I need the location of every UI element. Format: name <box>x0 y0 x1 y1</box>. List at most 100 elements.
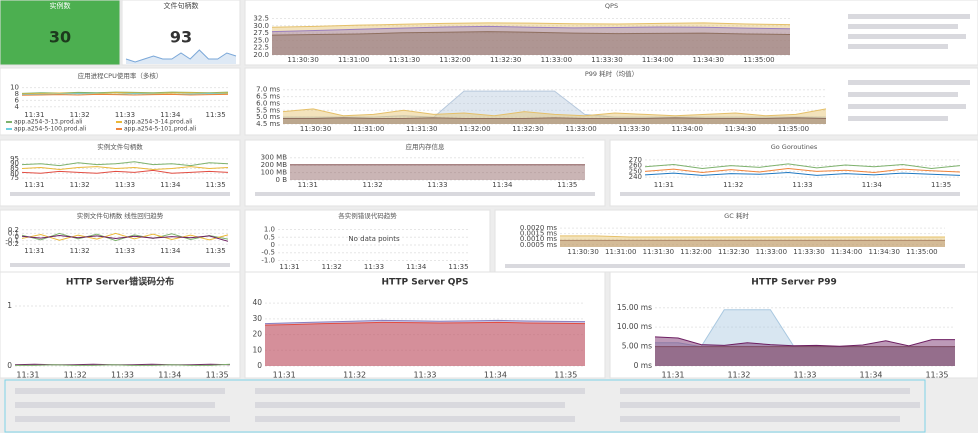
panel <box>0 271 241 379</box>
x-tick-label: 11:30:30 <box>287 56 318 64</box>
y-tick-label: 0 B <box>276 176 288 184</box>
x-tick-label: 11:31:00 <box>353 125 384 133</box>
x-tick-label: 11:32 <box>322 263 342 271</box>
x-tick-label: 11:32:00 <box>439 56 470 64</box>
y-tick-label: 0 <box>257 361 262 370</box>
series-line <box>21 235 229 242</box>
x-tick-label: 11:35:00 <box>906 248 937 256</box>
x-tick-label: 11:35 <box>925 371 948 380</box>
y-tick-label: 85 <box>10 165 19 173</box>
blur <box>15 402 215 408</box>
series-line <box>644 163 961 170</box>
x-tick-label: 11:34 <box>158 371 181 380</box>
x-tick-label: 11:34:30 <box>725 125 756 133</box>
sparkline <box>125 49 237 63</box>
blur <box>255 416 575 422</box>
y-tick-label: 260 <box>629 162 642 170</box>
x-tick-label: 11:31 <box>24 181 44 189</box>
x-tick-label: 11:34:30 <box>869 248 900 256</box>
no-data: No data points <box>348 235 400 243</box>
area-fill <box>560 240 945 247</box>
legend-label: app.a254-5-100.prod.ali <box>14 126 87 133</box>
y-tick-label: 20 <box>252 330 262 339</box>
x-tick-label: 11:31:30 <box>389 56 420 64</box>
x-tick-label: 11:31 <box>24 247 44 255</box>
panel-title: 实例数 <box>50 1 71 10</box>
x-tick-label: 11:30:30 <box>300 125 331 133</box>
area-fill <box>290 164 585 180</box>
y-tick-label: 0.1 <box>8 229 19 237</box>
series-line <box>282 108 827 117</box>
area-fill <box>655 309 955 366</box>
x-tick-label: 11:30:30 <box>567 248 598 256</box>
y-tick-label: 4.5 ms <box>256 120 280 128</box>
x-tick-label: 11:32:30 <box>718 248 749 256</box>
y-tick-label: 250 <box>629 167 642 175</box>
y-tick-label: 25.0 <box>253 36 269 44</box>
x-tick-label: 11:33 <box>364 263 384 271</box>
blur <box>620 192 960 196</box>
y-tick-label: 10 <box>10 84 19 92</box>
y-tick-label: 0 <box>15 233 19 241</box>
x-tick-label: 11:31:30 <box>406 125 437 133</box>
y-tick-label: 10 <box>252 345 262 354</box>
x-tick-label: 11:33:30 <box>618 125 649 133</box>
x-tick-label: 11:33:00 <box>541 56 572 64</box>
series-line <box>21 232 229 241</box>
x-tick-label: 11:31 <box>16 371 39 380</box>
stat-value: 93 <box>170 28 192 47</box>
x-tick-label: 11:34:30 <box>693 56 724 64</box>
blur <box>848 34 966 39</box>
series-line <box>271 22 791 28</box>
y-tick-label: 6 <box>15 96 20 104</box>
x-tick-label: 11:32:30 <box>490 56 521 64</box>
x-tick-label: 11:32 <box>723 181 743 189</box>
blur <box>620 402 920 408</box>
blur <box>620 388 910 394</box>
panel-title: 应用进程CPU使用率（多核） <box>78 71 163 80</box>
x-tick-label: 11:32:30 <box>512 125 543 133</box>
x-tick-label: 11:35 <box>206 371 229 380</box>
series-line <box>21 166 229 170</box>
x-tick-label: 11:31:00 <box>605 248 636 256</box>
area-fill <box>560 235 945 247</box>
x-tick-label: 11:32 <box>70 181 90 189</box>
y-tick-label: 0.0020 ms <box>520 224 558 232</box>
area-fill <box>283 91 826 124</box>
panel-title: GC 耗时 <box>724 211 749 220</box>
y-tick-label: 200 MB <box>261 161 288 169</box>
x-tick-label: 11:32:00 <box>459 125 490 133</box>
y-tick-label: 0 <box>7 361 12 370</box>
x-tick-label: 11:34:00 <box>831 248 862 256</box>
y-tick-label: -0.1 <box>5 237 19 245</box>
x-tick-label: 11:33 <box>115 247 135 255</box>
x-tick-label: 11:33:00 <box>756 248 787 256</box>
y-tick-label: 0.2 <box>8 226 19 234</box>
x-tick-label: 11:33:30 <box>793 248 824 256</box>
panel <box>0 67 241 136</box>
x-tick-label: 11:34 <box>492 181 513 189</box>
x-tick-label: 11:34 <box>160 181 181 189</box>
y-tick-label: 1 <box>7 301 12 310</box>
blur <box>10 263 230 267</box>
series-line <box>21 93 229 96</box>
y-tick-label: 40 <box>252 298 262 307</box>
x-tick-label: 11:34:00 <box>672 125 703 133</box>
blur <box>848 14 970 19</box>
x-tick-label: 11:35 <box>554 371 577 380</box>
series-line <box>21 92 229 95</box>
y-tick-label: 0.0005 ms <box>520 241 558 249</box>
series-line <box>654 336 955 347</box>
x-tick-label: 11:34 <box>160 111 181 119</box>
y-tick-label: 0 <box>271 241 275 249</box>
x-tick-label: 11:32 <box>343 371 366 380</box>
panel-title: 文件句柄数 <box>164 1 199 10</box>
blurred-legends <box>4 14 970 433</box>
area-fill <box>265 320 585 366</box>
series-line <box>264 319 586 325</box>
y-tick-label: 0.0015 ms <box>520 230 558 238</box>
x-tick-label: 11:33 <box>427 181 447 189</box>
y-tick-label: 240 <box>629 173 642 181</box>
blur <box>848 116 948 121</box>
